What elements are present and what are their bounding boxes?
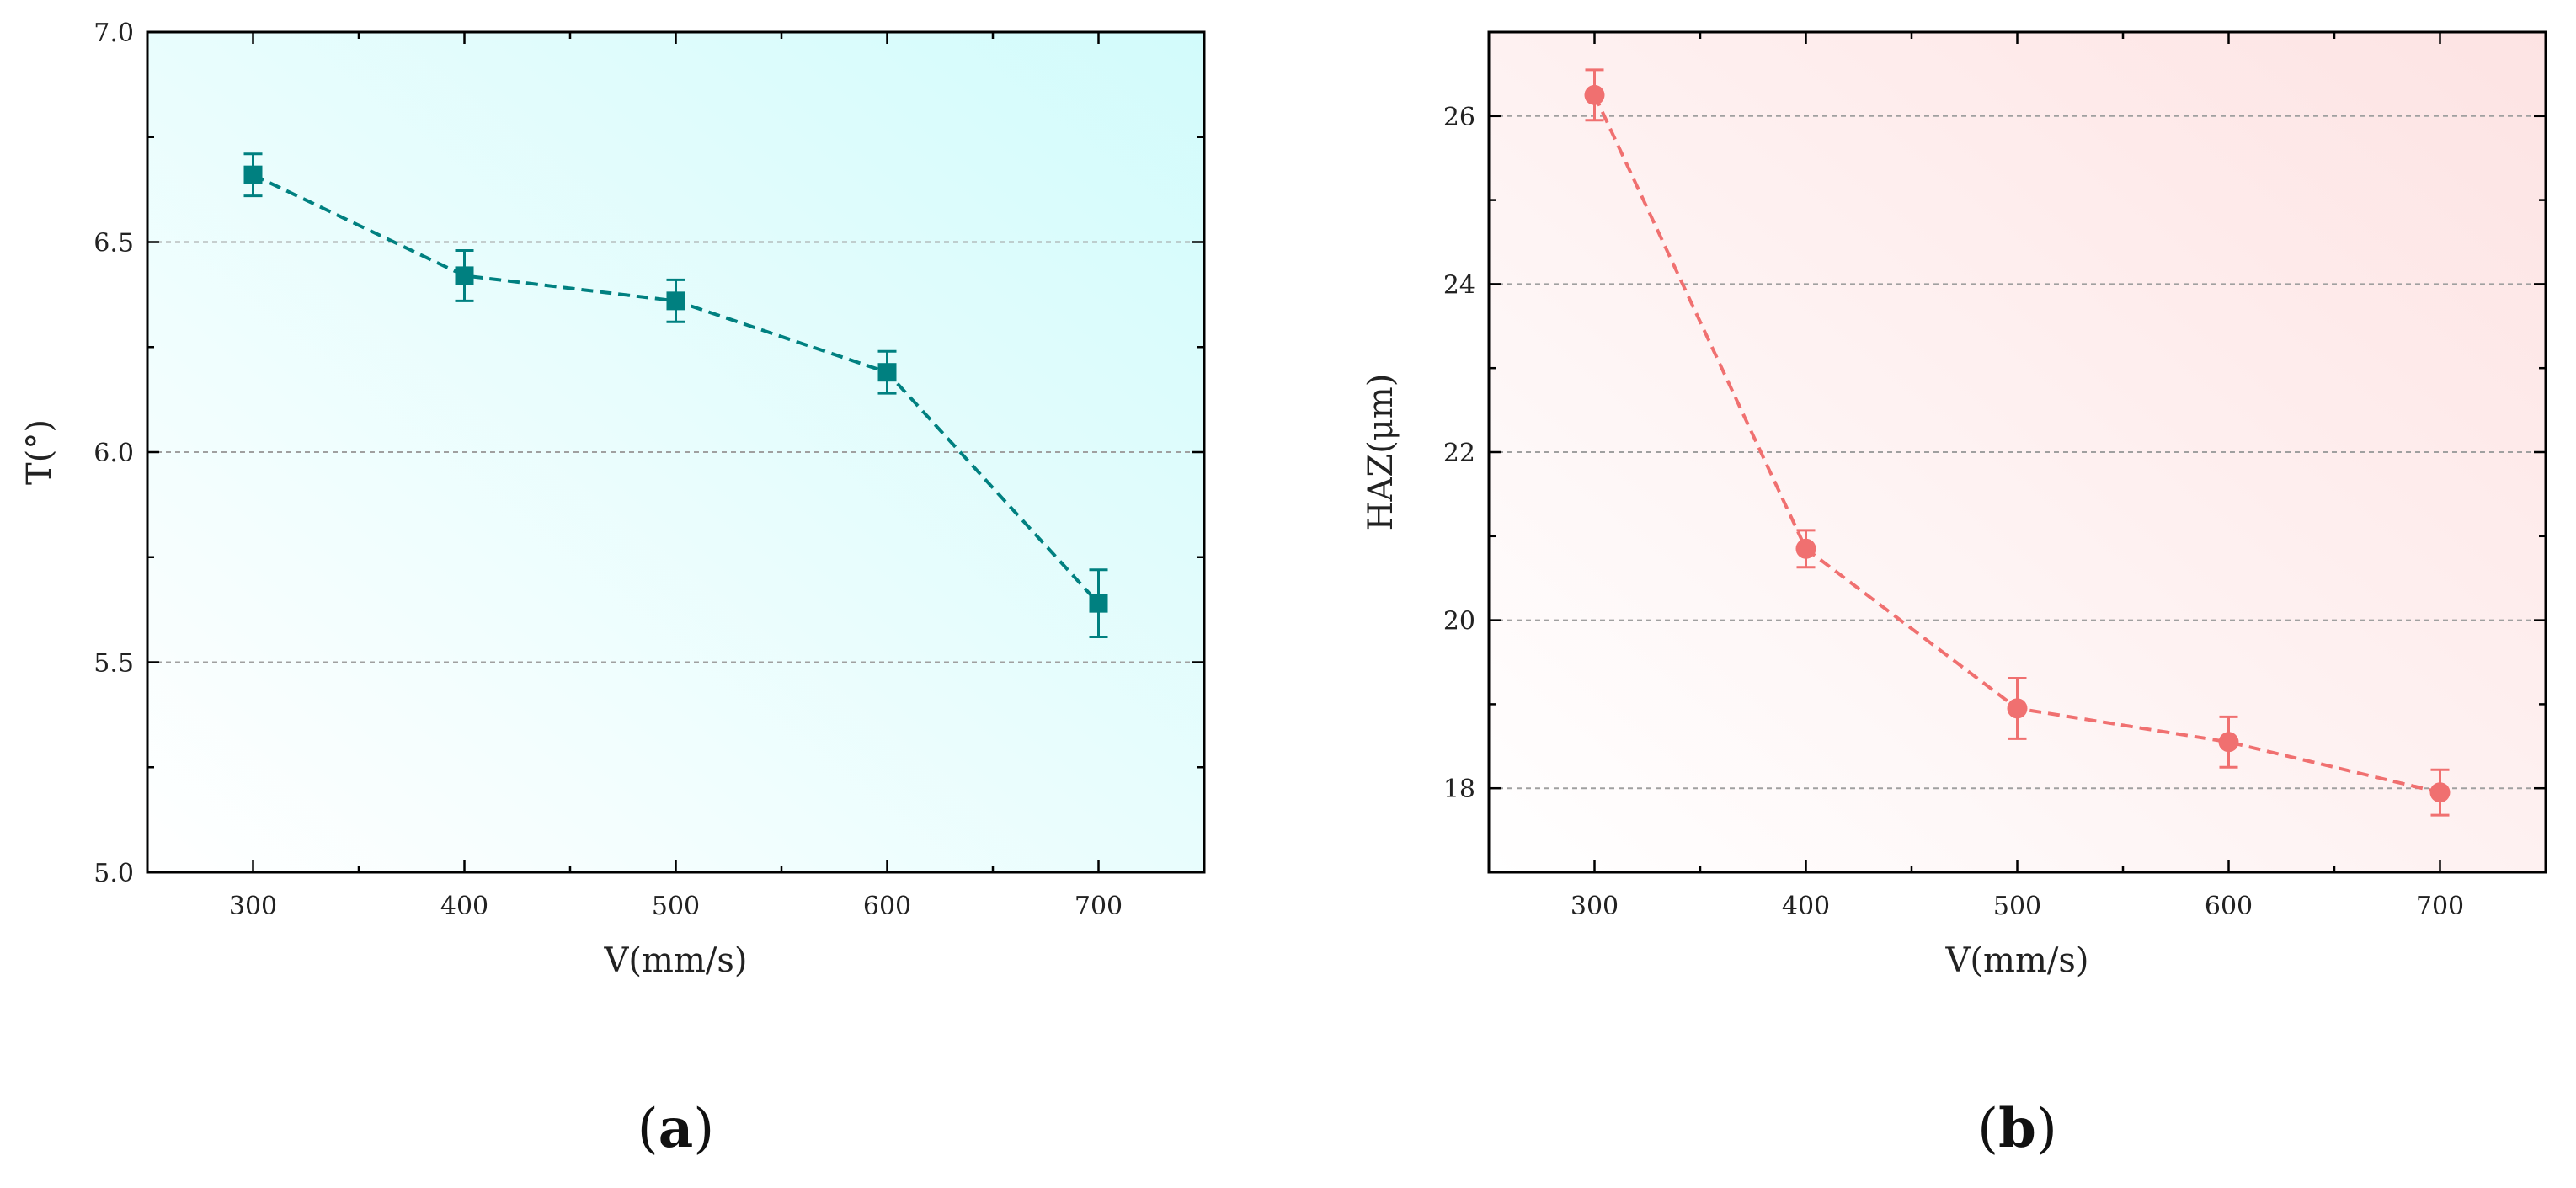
chart-panel-a: 300 400 500 600 700 5.0 5.5 6.0 6.5 7.0 V(mm/s) T… xyxy=(20,19,1206,1160)
grid-lines-a xyxy=(147,241,1204,663)
panel-letter-a: a xyxy=(659,1097,693,1160)
y-axis-title-a: T(°) xyxy=(20,419,59,485)
y-tick-label: 5.5 xyxy=(93,649,134,679)
y-tick-label: 7.0 xyxy=(93,19,134,48)
data-point xyxy=(2218,732,2239,753)
x-tick-label: 400 xyxy=(440,892,488,921)
x-tick-label: 600 xyxy=(863,892,911,921)
grid-lines-b xyxy=(1489,115,2546,790)
x-tick-label: 400 xyxy=(1782,892,1830,921)
plot-frame-b xyxy=(1487,30,2547,874)
panel-letter-b: b xyxy=(1998,1097,2036,1160)
y-tick-label: 20 xyxy=(1443,607,1475,637)
y-tick-label: 26 xyxy=(1443,103,1475,132)
data-point xyxy=(2007,698,2028,719)
y-tick-label: 24 xyxy=(1443,270,1475,300)
y-axis-title-b: HAZ(μm) xyxy=(1362,374,1400,531)
y-tick-label: 5.0 xyxy=(93,859,134,888)
y-tick-label: 6.5 xyxy=(93,229,134,258)
x-tick-label: 300 xyxy=(1571,892,1619,921)
x-tick-label: 300 xyxy=(229,892,277,921)
y-tick-label: 22 xyxy=(1443,439,1475,468)
x-axis-title-b: V(mm/s) xyxy=(1945,941,2089,980)
x-tick-label: 500 xyxy=(1993,892,2041,921)
plot-frame-a xyxy=(146,30,1206,874)
data-point xyxy=(1584,84,1605,105)
x-tick-label: 600 xyxy=(2205,892,2253,921)
panel-label-a: (a) xyxy=(637,1097,714,1160)
data-point xyxy=(1795,538,1816,559)
data-point xyxy=(2429,782,2451,803)
data-point xyxy=(877,363,897,382)
panel-label-b: (b) xyxy=(1977,1097,2057,1160)
x-tick-label: 700 xyxy=(2416,892,2464,921)
chart-panel-b: 300 400 500 600 700 18 20 22 24 26 V(mm/s) HAZ(μm… xyxy=(1362,30,2547,1160)
axis-ticks-b: 300 400 500 600 700 18 20 22 24 26 xyxy=(1443,32,2546,921)
series-a xyxy=(243,152,1108,639)
data-point xyxy=(455,266,474,285)
data-point xyxy=(666,291,685,311)
y-tick-label: 6.0 xyxy=(93,439,134,468)
series-b xyxy=(1584,68,2451,817)
y-tick-label: 18 xyxy=(1443,775,1475,804)
x-tick-label: 700 xyxy=(1075,892,1123,921)
axis-ticks-a: 300 400 500 600 700 5.0 5.5 6.0 6.5 7.0 xyxy=(93,19,1204,921)
x-axis-title-a: V(mm/s) xyxy=(604,941,748,980)
x-tick-label: 500 xyxy=(652,892,700,921)
data-point xyxy=(243,165,263,184)
data-point xyxy=(1089,594,1108,613)
